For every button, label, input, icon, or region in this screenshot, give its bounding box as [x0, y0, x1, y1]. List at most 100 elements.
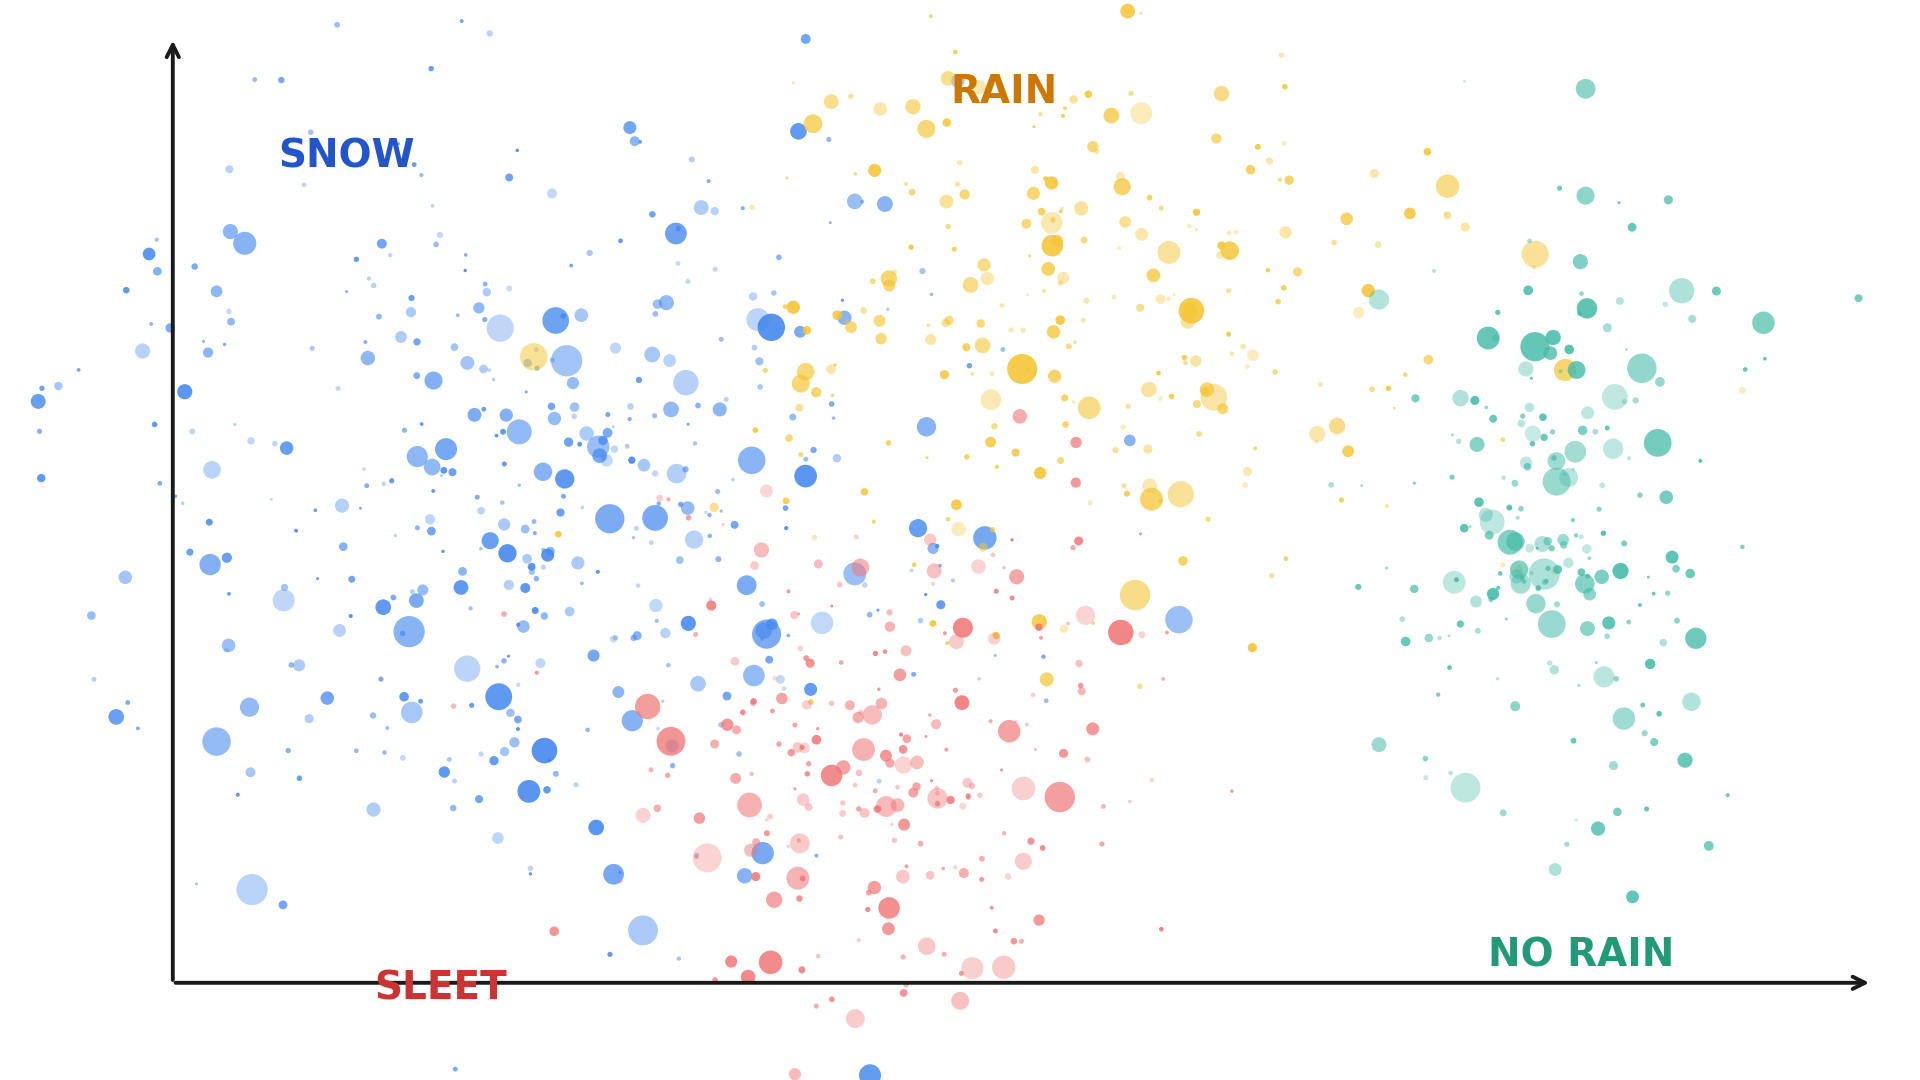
Point	[359, 801, 390, 819]
Point	[601, 629, 632, 646]
Point	[1058, 91, 1089, 108]
Point	[618, 529, 649, 546]
Point	[887, 868, 918, 886]
Point	[455, 599, 486, 617]
Point	[889, 816, 920, 834]
Point	[25, 470, 56, 487]
Point	[301, 570, 332, 588]
Point	[785, 639, 816, 657]
Point	[419, 483, 449, 500]
Point	[1069, 607, 1100, 624]
Point	[1434, 627, 1465, 645]
Point	[1400, 390, 1430, 407]
Point	[870, 195, 900, 213]
Point	[922, 538, 952, 555]
Point	[874, 278, 904, 295]
Point	[574, 244, 605, 261]
Point	[737, 694, 768, 712]
Point	[1515, 540, 1546, 557]
Point	[737, 451, 768, 469]
Point	[553, 433, 584, 450]
Point	[708, 516, 739, 534]
Point	[428, 461, 459, 478]
Point	[1488, 431, 1519, 448]
Point	[353, 270, 384, 287]
Point	[707, 502, 737, 519]
Point	[987, 761, 1018, 779]
Point	[513, 354, 543, 372]
Point	[695, 591, 726, 608]
Point	[518, 513, 549, 530]
Point	[109, 569, 140, 586]
Point	[1503, 561, 1534, 578]
Point	[1006, 933, 1037, 950]
Point	[1519, 338, 1549, 355]
Point	[764, 671, 795, 688]
Point	[1475, 527, 1505, 544]
Point	[490, 456, 520, 473]
Point	[845, 558, 876, 576]
Point	[547, 488, 578, 505]
Point	[829, 309, 860, 326]
Point	[1206, 237, 1236, 254]
Point	[1236, 639, 1267, 657]
Point	[541, 766, 572, 783]
Point	[1432, 206, 1463, 224]
Point	[996, 531, 1027, 549]
Point	[943, 72, 973, 90]
Point	[372, 719, 403, 737]
Point	[791, 649, 822, 666]
Point	[755, 651, 785, 669]
Point	[1116, 84, 1146, 102]
Point	[977, 546, 1008, 564]
Point	[474, 362, 505, 379]
Point	[490, 606, 520, 623]
Point	[672, 615, 703, 632]
Point	[597, 418, 628, 435]
Point	[213, 302, 244, 320]
Point	[1315, 476, 1346, 494]
Point	[1073, 400, 1104, 417]
Point	[751, 483, 781, 500]
Text: SNOW: SNOW	[278, 137, 415, 176]
Point	[858, 272, 889, 289]
Point	[336, 570, 367, 588]
Point	[1574, 585, 1605, 603]
Point	[603, 684, 634, 701]
Point	[1567, 564, 1597, 581]
Point	[756, 319, 787, 336]
Point	[438, 799, 468, 816]
Point	[662, 255, 693, 272]
Point	[259, 435, 290, 453]
Point	[1018, 185, 1048, 202]
Point	[1559, 443, 1590, 460]
Point	[1559, 732, 1590, 750]
Point	[493, 168, 524, 186]
Point	[1701, 282, 1732, 299]
Point	[624, 372, 655, 389]
Point	[964, 558, 995, 576]
Point	[1071, 292, 1102, 309]
Point	[499, 733, 530, 751]
Point	[426, 467, 457, 484]
Point	[728, 200, 758, 217]
Point	[386, 328, 417, 346]
Point	[490, 516, 520, 534]
Point	[1507, 569, 1538, 586]
Point	[1463, 494, 1494, 511]
Point	[666, 496, 697, 513]
Point	[902, 754, 933, 771]
Point	[1561, 811, 1592, 828]
Point	[298, 340, 328, 357]
Point	[789, 740, 820, 757]
Point	[1513, 282, 1544, 299]
Point	[655, 401, 685, 418]
Point	[1125, 677, 1156, 694]
Point	[1213, 242, 1244, 259]
Point	[1037, 212, 1068, 229]
Point	[1446, 616, 1476, 633]
Point	[755, 808, 785, 825]
Point	[284, 657, 315, 674]
Point	[672, 273, 703, 291]
Point	[543, 526, 574, 543]
